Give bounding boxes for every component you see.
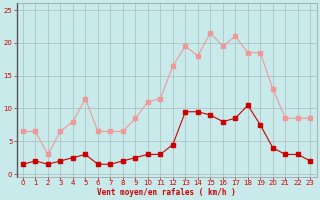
X-axis label: Vent moyen/en rafales ( km/h ): Vent moyen/en rafales ( km/h ): [97, 188, 236, 197]
